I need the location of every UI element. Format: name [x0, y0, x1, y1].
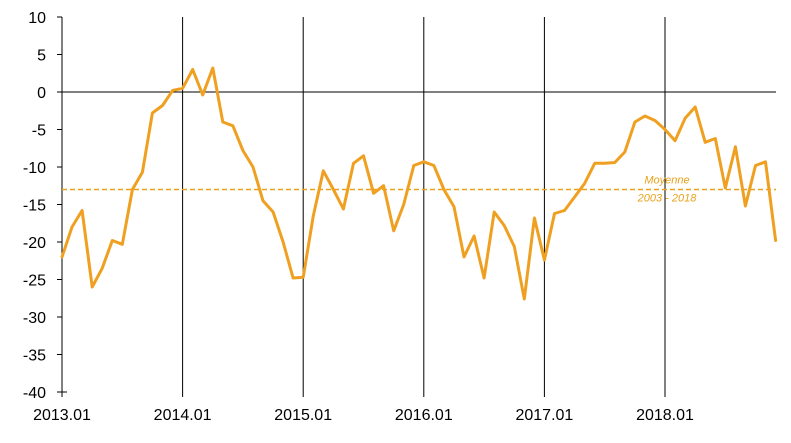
axes	[57, 16, 776, 397]
reference-label-line1: Moyenne	[644, 175, 689, 187]
y-tick-label-7: -25	[23, 273, 46, 290]
y-tick-label-8: -30	[23, 310, 46, 327]
gridlines	[182, 17, 666, 392]
y-tick-label-9: -35	[23, 348, 46, 365]
series-line-0	[60, 66, 778, 301]
y-tick-label-4: -10	[23, 160, 46, 177]
x-tick-label-1: 2014.01	[154, 407, 212, 424]
y-tick-label-1: 5	[37, 48, 46, 65]
x-tick-label-0: 2013.01	[33, 407, 91, 424]
x-tick-label-2: 2015.01	[274, 407, 332, 424]
y-tick-label-10: -40	[23, 385, 46, 402]
x-tick-label-3: 2016.01	[395, 407, 453, 424]
y-tick-label-5: -15	[23, 198, 46, 215]
series-group	[60, 66, 778, 301]
y-tick-label-3: -5	[32, 123, 46, 140]
x-tick-label-4: 2017.01	[515, 407, 573, 424]
y-tick-label-2: 0	[37, 85, 46, 102]
y-tick-labels: 10 5 0 -5 -10 -15 -20 -25 -30 -35 -40	[23, 10, 46, 402]
y-tick-label-6: -20	[23, 235, 46, 252]
x-tick-labels: 2013.01 2014.01 2015.01 2016.01 2017.01 2018.…	[33, 407, 694, 424]
y-tick-label-0: 10	[28, 10, 46, 27]
reference-line-group: Moyenne 2003 - 2018	[62, 175, 776, 205]
reference-label-line2: 2003 - 2018	[637, 193, 698, 205]
x-tick-label-5: 2018.01	[636, 407, 694, 424]
